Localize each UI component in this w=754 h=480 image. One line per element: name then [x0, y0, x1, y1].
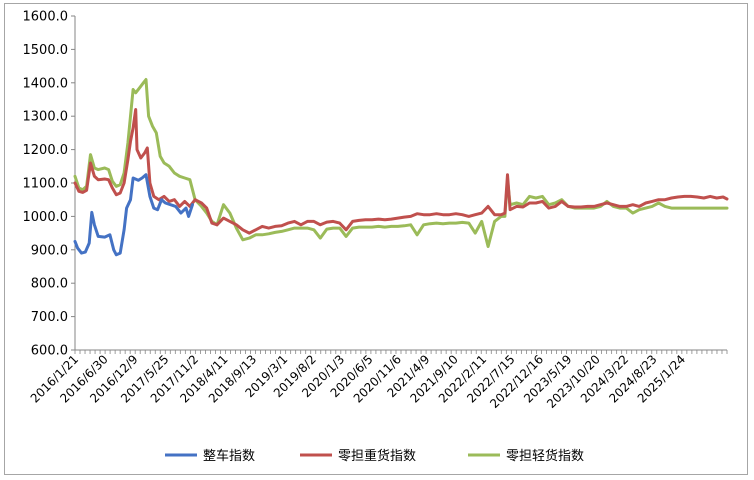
y-tick-label: 600.0 [31, 344, 68, 359]
y-tick-label: 1200.0 [23, 143, 69, 158]
chart-frame [4, 3, 748, 475]
series-line-2 [73, 78, 729, 248]
y-tick-label: 1300.0 [23, 110, 69, 125]
legend-label-1: 零担重货指数 [338, 448, 416, 464]
legend-label-2: 零担轻货指数 [506, 448, 584, 464]
y-tick-label: 900.0 [31, 243, 68, 258]
y-tick-label: 1000.0 [23, 210, 69, 225]
axes: 600.0 700.0 800.0 900.0 1000.0 1100.0 1200.0 13… [23, 10, 728, 411]
series-line-1 [73, 108, 729, 235]
legend-label-0: 整车指数 [203, 448, 255, 464]
y-tick-label: 1600.0 [23, 10, 69, 25]
legend: 整车指数 零担重货指数 零担轻货指数 [165, 448, 584, 464]
y-tick-label: 1400.0 [23, 76, 69, 91]
y-tick-label: 700.0 [31, 310, 68, 325]
series-layer [73, 78, 729, 257]
series-line-0 [73, 173, 194, 257]
y-tick-label: 800.0 [31, 277, 68, 292]
y-tick-label: 1100.0 [23, 177, 69, 192]
y-tick-label: 1500.0 [23, 43, 69, 58]
